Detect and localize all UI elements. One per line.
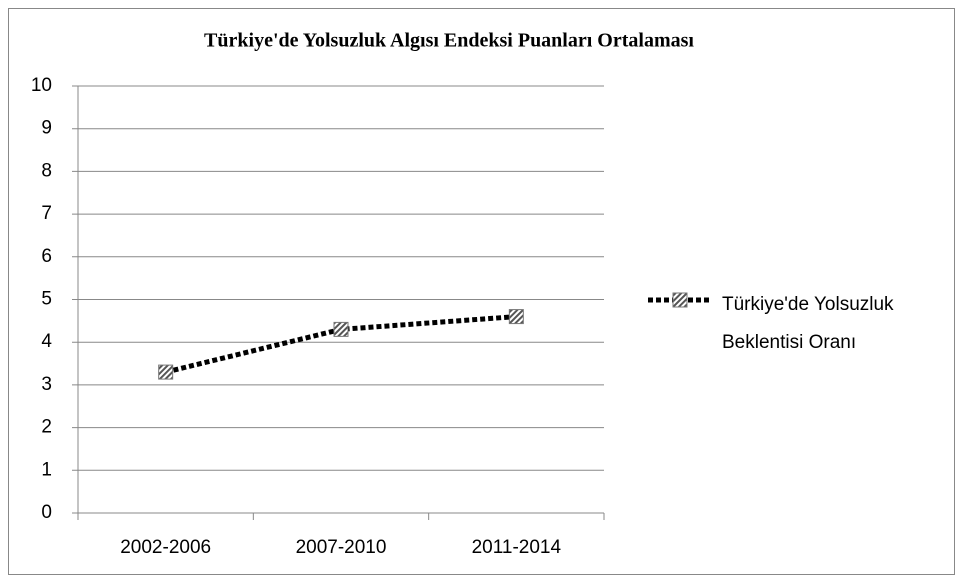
y-tick-label: 1 [41,459,52,480]
chart-title: Türkiye'de Yolsuzluk Algısı Endeksi Puan… [204,30,694,52]
y-tick-label: 7 [41,203,52,224]
y-tick-label: 4 [41,331,52,352]
y-tick-label: 9 [41,118,52,139]
chart-border [8,8,955,575]
legend-marker [672,292,688,308]
y-tick-label: 0 [41,502,52,523]
point-marker [508,309,524,325]
y-tick-label: 5 [41,289,52,310]
y-tick-label: 8 [41,160,52,181]
y-tick-label: 10 [31,75,52,96]
point-marker [158,364,174,380]
y-tick-label: 6 [41,246,52,267]
point-marker [333,321,349,337]
x-tick-label: 2002-2006 [120,537,211,558]
x-tick-label: 2007-2010 [296,537,387,558]
y-tick-label: 3 [41,374,52,395]
y-tick-label: 2 [41,417,52,438]
legend-label: Türkiye'de Yolsuzluk Beklentisi Oranı [722,294,894,353]
x-tick-label: 2011-2014 [472,537,562,558]
